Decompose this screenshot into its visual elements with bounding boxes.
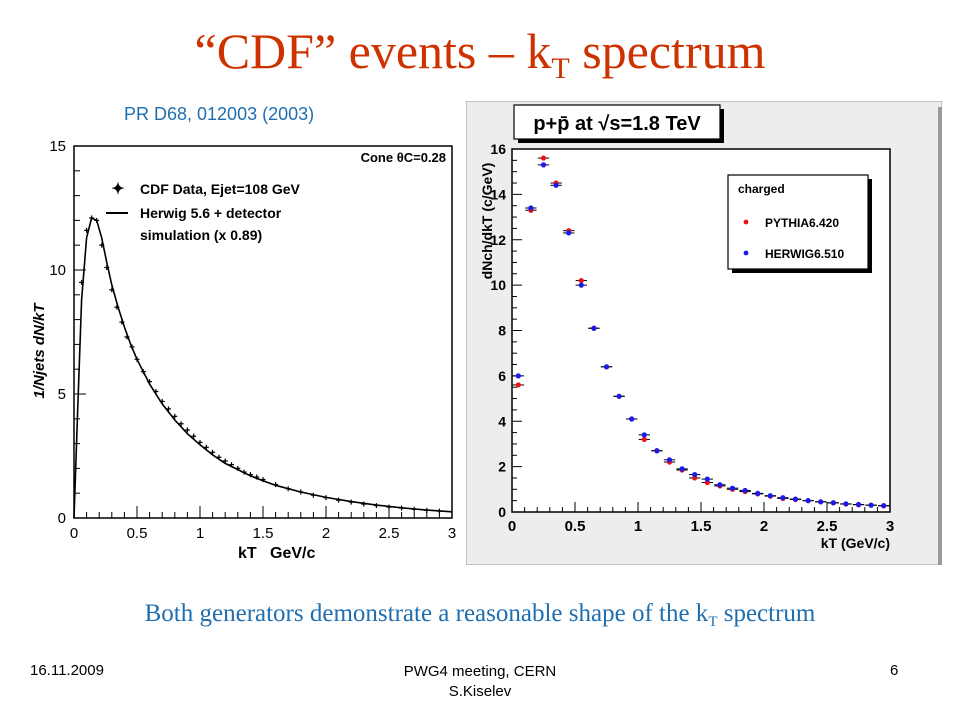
x-tick-label: 3 [448, 525, 456, 542]
herwig-point [830, 500, 836, 506]
legend-label-pythia: PYTHIA6.420 [765, 216, 839, 230]
y-tick-label: 5 [58, 386, 66, 403]
y-tick-label: 2 [498, 459, 506, 475]
x-tick-label: 1 [634, 518, 642, 535]
x-tick-label: 0 [508, 518, 516, 535]
y-tick-label: 10 [490, 277, 506, 293]
herwig-point [868, 502, 874, 508]
x-tick-label: 1.5 [253, 525, 274, 542]
y-tick-label: 15 [49, 138, 66, 155]
herwig-point [591, 325, 597, 331]
y-tick-label: 14 [490, 186, 506, 202]
plot-frame [73, 145, 453, 519]
herwig-point [679, 466, 685, 472]
cone-label: Cone θC=0.28 [361, 150, 446, 165]
herwig-point [855, 501, 862, 508]
pythia-point [515, 382, 521, 388]
footer-date: 16.11.2009 [30, 662, 104, 679]
herwig-point [515, 373, 521, 379]
herwig-point [780, 495, 786, 501]
herwig-point [792, 496, 799, 502]
y-tick-label: 10 [49, 262, 66, 279]
y-tick-label: 12 [490, 232, 506, 248]
y-tick-label: 4 [498, 413, 506, 429]
herwig-curve [73, 216, 453, 519]
y-tick-label: 0 [58, 510, 66, 527]
x-tick-label: 1 [196, 525, 204, 542]
herwig-point [818, 499, 824, 505]
y-tick-label: 16 [490, 141, 506, 157]
x-tick-label: 2.5 [817, 518, 838, 535]
x-tick-label: 0 [70, 525, 78, 542]
x-tick-label: 0.5 [127, 525, 148, 542]
legend-marker-herwig [743, 250, 749, 256]
herwig-point [729, 485, 736, 491]
herwig-point [654, 448, 660, 454]
footer-page-number: 6 [890, 662, 899, 679]
reference-text: PR D68, 012003 (2003) [124, 104, 315, 124]
legend-label-herwig: HERWIG6.510 [765, 247, 844, 261]
y-tick-label: 6 [498, 368, 506, 384]
herwig-point [805, 498, 811, 504]
herwig-point [641, 432, 647, 438]
footer-meeting-line2: S.Kiselev [448, 683, 512, 700]
legend-label-cdf: CDF Data, Ejet=108 GeV [140, 181, 301, 197]
slide-subtitle: Both generators demonstrate a reasonable… [144, 600, 816, 630]
herwig-point [717, 482, 723, 488]
x-tick-label: 2 [760, 518, 768, 535]
x-tick-label: 0.5 [565, 518, 586, 535]
herwig-point [704, 476, 710, 482]
herwig-point [843, 501, 849, 507]
herwig-point [666, 457, 673, 463]
herwig-point [629, 416, 635, 422]
herwig-point [767, 493, 773, 499]
legend-label-herwig-1: Herwig 5.6 + detector [140, 205, 282, 221]
herwig-point [603, 364, 610, 370]
herwig-point [616, 393, 622, 399]
plot-title: p+p̄ at √s=1.8 TeV [533, 113, 701, 135]
footer-meeting-line1: PWG4 meeting, CERN [403, 663, 557, 680]
herwig-point [742, 487, 748, 494]
pythia-point [540, 155, 547, 161]
footer-meeting: PWG4 meeting, CERN S.Kiselev [330, 662, 630, 702]
title-box [513, 104, 721, 140]
canvas-shadow [938, 107, 942, 565]
x-tick-label: 3 [886, 518, 894, 535]
legend-box [727, 174, 869, 270]
cdf-kt-chart: 0 0.5 1 1.5 2 2.5 3 0 5 10 15 Cone θC=0.28 ✦ CDF D… [31, 138, 456, 562]
x-axis-label: kT (GeV/c) [821, 535, 890, 551]
pythia-point [641, 436, 647, 442]
generator-kt-chart: p+p̄ at √s=1.8 TeV charged PYTHIA6.420 H… [466, 101, 942, 565]
x-axis-label: kT GeV/c [238, 545, 315, 562]
x-tick-label: 2.5 [379, 525, 400, 542]
x-tick-label: 2 [322, 525, 330, 542]
legend-label-herwig-2: simulation (x 0.89) [140, 227, 262, 243]
herwig-point [755, 490, 761, 496]
herwig-point [566, 230, 572, 236]
herwig-point [540, 162, 547, 168]
y-axis-label: 1/Njets dN/kT [31, 302, 48, 399]
y-tick-label: 0 [498, 504, 506, 520]
herwig-point [528, 205, 534, 211]
herwig-point [553, 182, 559, 188]
pythia-point [578, 277, 584, 284]
x-tick-label: 1.5 [691, 518, 712, 535]
legend-marker-pythia [743, 219, 749, 225]
herwig-point [881, 503, 887, 509]
herwig-point [692, 471, 698, 478]
slide-title: “CDF” events – kT spectrum [194, 23, 766, 85]
legend-title: charged [738, 182, 785, 196]
y-axis-label: dNch/dkT (c/GeV) [479, 163, 495, 280]
herwig-point [578, 282, 584, 288]
legend-marker-cdf: ✦ [111, 181, 124, 198]
y-tick-label: 8 [498, 323, 506, 339]
